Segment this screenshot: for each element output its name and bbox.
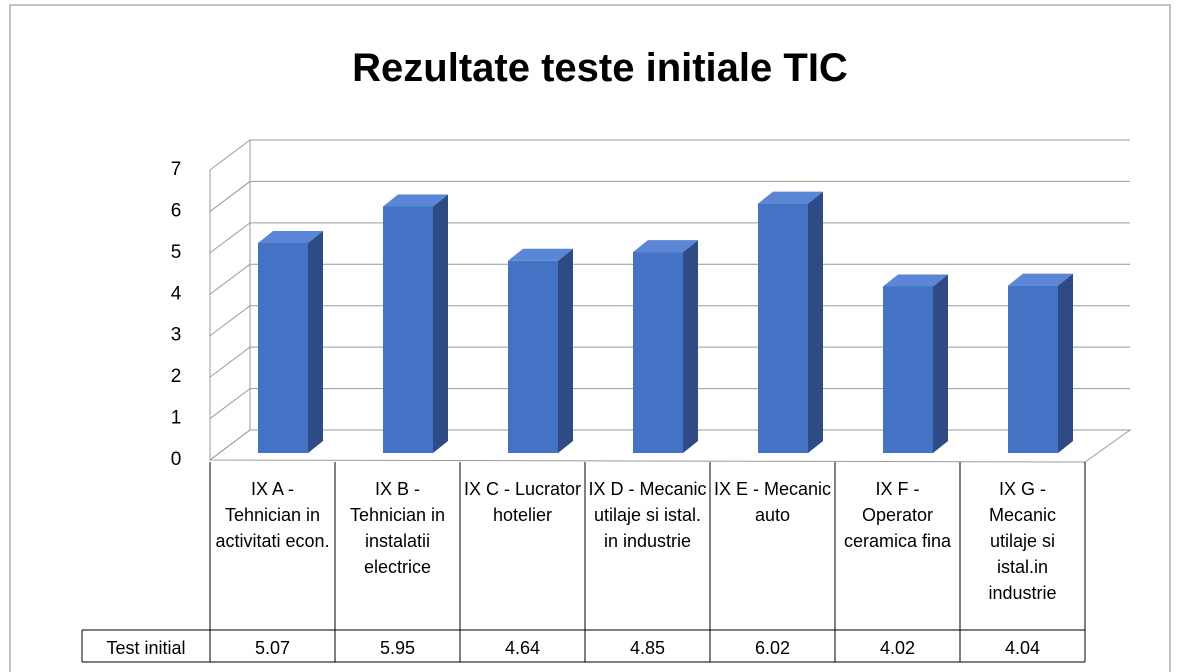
x-tick-label: IX C - Lucrator hotelier: [463, 479, 582, 525]
chart-title: Rezultate teste initiale TIC: [352, 46, 848, 90]
bar-top: [383, 194, 448, 207]
grid-line: [209, 222, 1130, 254]
x-tick-label: IX E - Mecanic auto: [713, 479, 832, 525]
y-tick-label: 4: [171, 283, 182, 304]
y-tick-label: 1: [171, 408, 182, 429]
bar-side: [433, 194, 448, 453]
x-tick-label: IX F - Operator ceramica fina: [843, 479, 952, 551]
bar: [1008, 285, 1058, 453]
y-tick-label: 6: [171, 200, 182, 221]
bar-side: [683, 240, 698, 453]
bar: [633, 252, 683, 453]
y-tick-label: 7: [171, 159, 182, 180]
bar-side: [1058, 273, 1073, 453]
bar-top: [1008, 273, 1073, 286]
grid-line: [209, 263, 1130, 295]
y-tick-label: 0: [171, 449, 182, 470]
bar-side: [808, 191, 823, 453]
data-table-value: 5.07: [254, 638, 291, 658]
data-table-value: 5.95: [379, 638, 416, 658]
x-tick-label: IX A - Tehnician in activitati econ.: [215, 479, 330, 551]
bar-top: [258, 230, 323, 243]
data-table-value: 4.85: [629, 638, 666, 658]
grid-line: [209, 429, 1130, 461]
bar-side: [558, 248, 573, 453]
bar-top: [508, 248, 573, 261]
grid-line: [209, 139, 1130, 171]
data-table-value: 4.64: [504, 638, 541, 658]
bar: [383, 206, 433, 453]
bar: [508, 260, 558, 453]
grid-line: [209, 346, 1130, 378]
chart-border: [9, 4, 1171, 672]
bar-top: [758, 191, 823, 204]
bar-top: [883, 274, 948, 287]
grid-line: [209, 305, 1130, 337]
bar: [258, 242, 308, 453]
data-table-value: 4.02: [879, 638, 916, 658]
bar-side: [308, 230, 323, 453]
bar: [883, 286, 933, 453]
data-table-value: 6.02: [754, 638, 791, 658]
bar: [758, 203, 808, 453]
y-tick-label: 5: [171, 242, 182, 263]
legend-entry: Test initial: [106, 638, 186, 658]
grid-line: [209, 180, 1130, 212]
x-tick-label: IX B - Tehnician in instalatii electrice: [349, 479, 446, 577]
grid-line: [209, 388, 1130, 419]
y-tick-label: 2: [171, 366, 182, 387]
x-tick-label: IX D - Mecanic utilaje si istal. in indu…: [588, 479, 707, 551]
bar-side: [933, 274, 948, 453]
y-tick-label: 3: [171, 325, 182, 346]
x-tick-label: IX G - Mecanic utilaje si istal.in indus…: [988, 479, 1057, 603]
data-table-value: 4.04: [1004, 638, 1041, 658]
bar-top: [633, 240, 698, 253]
